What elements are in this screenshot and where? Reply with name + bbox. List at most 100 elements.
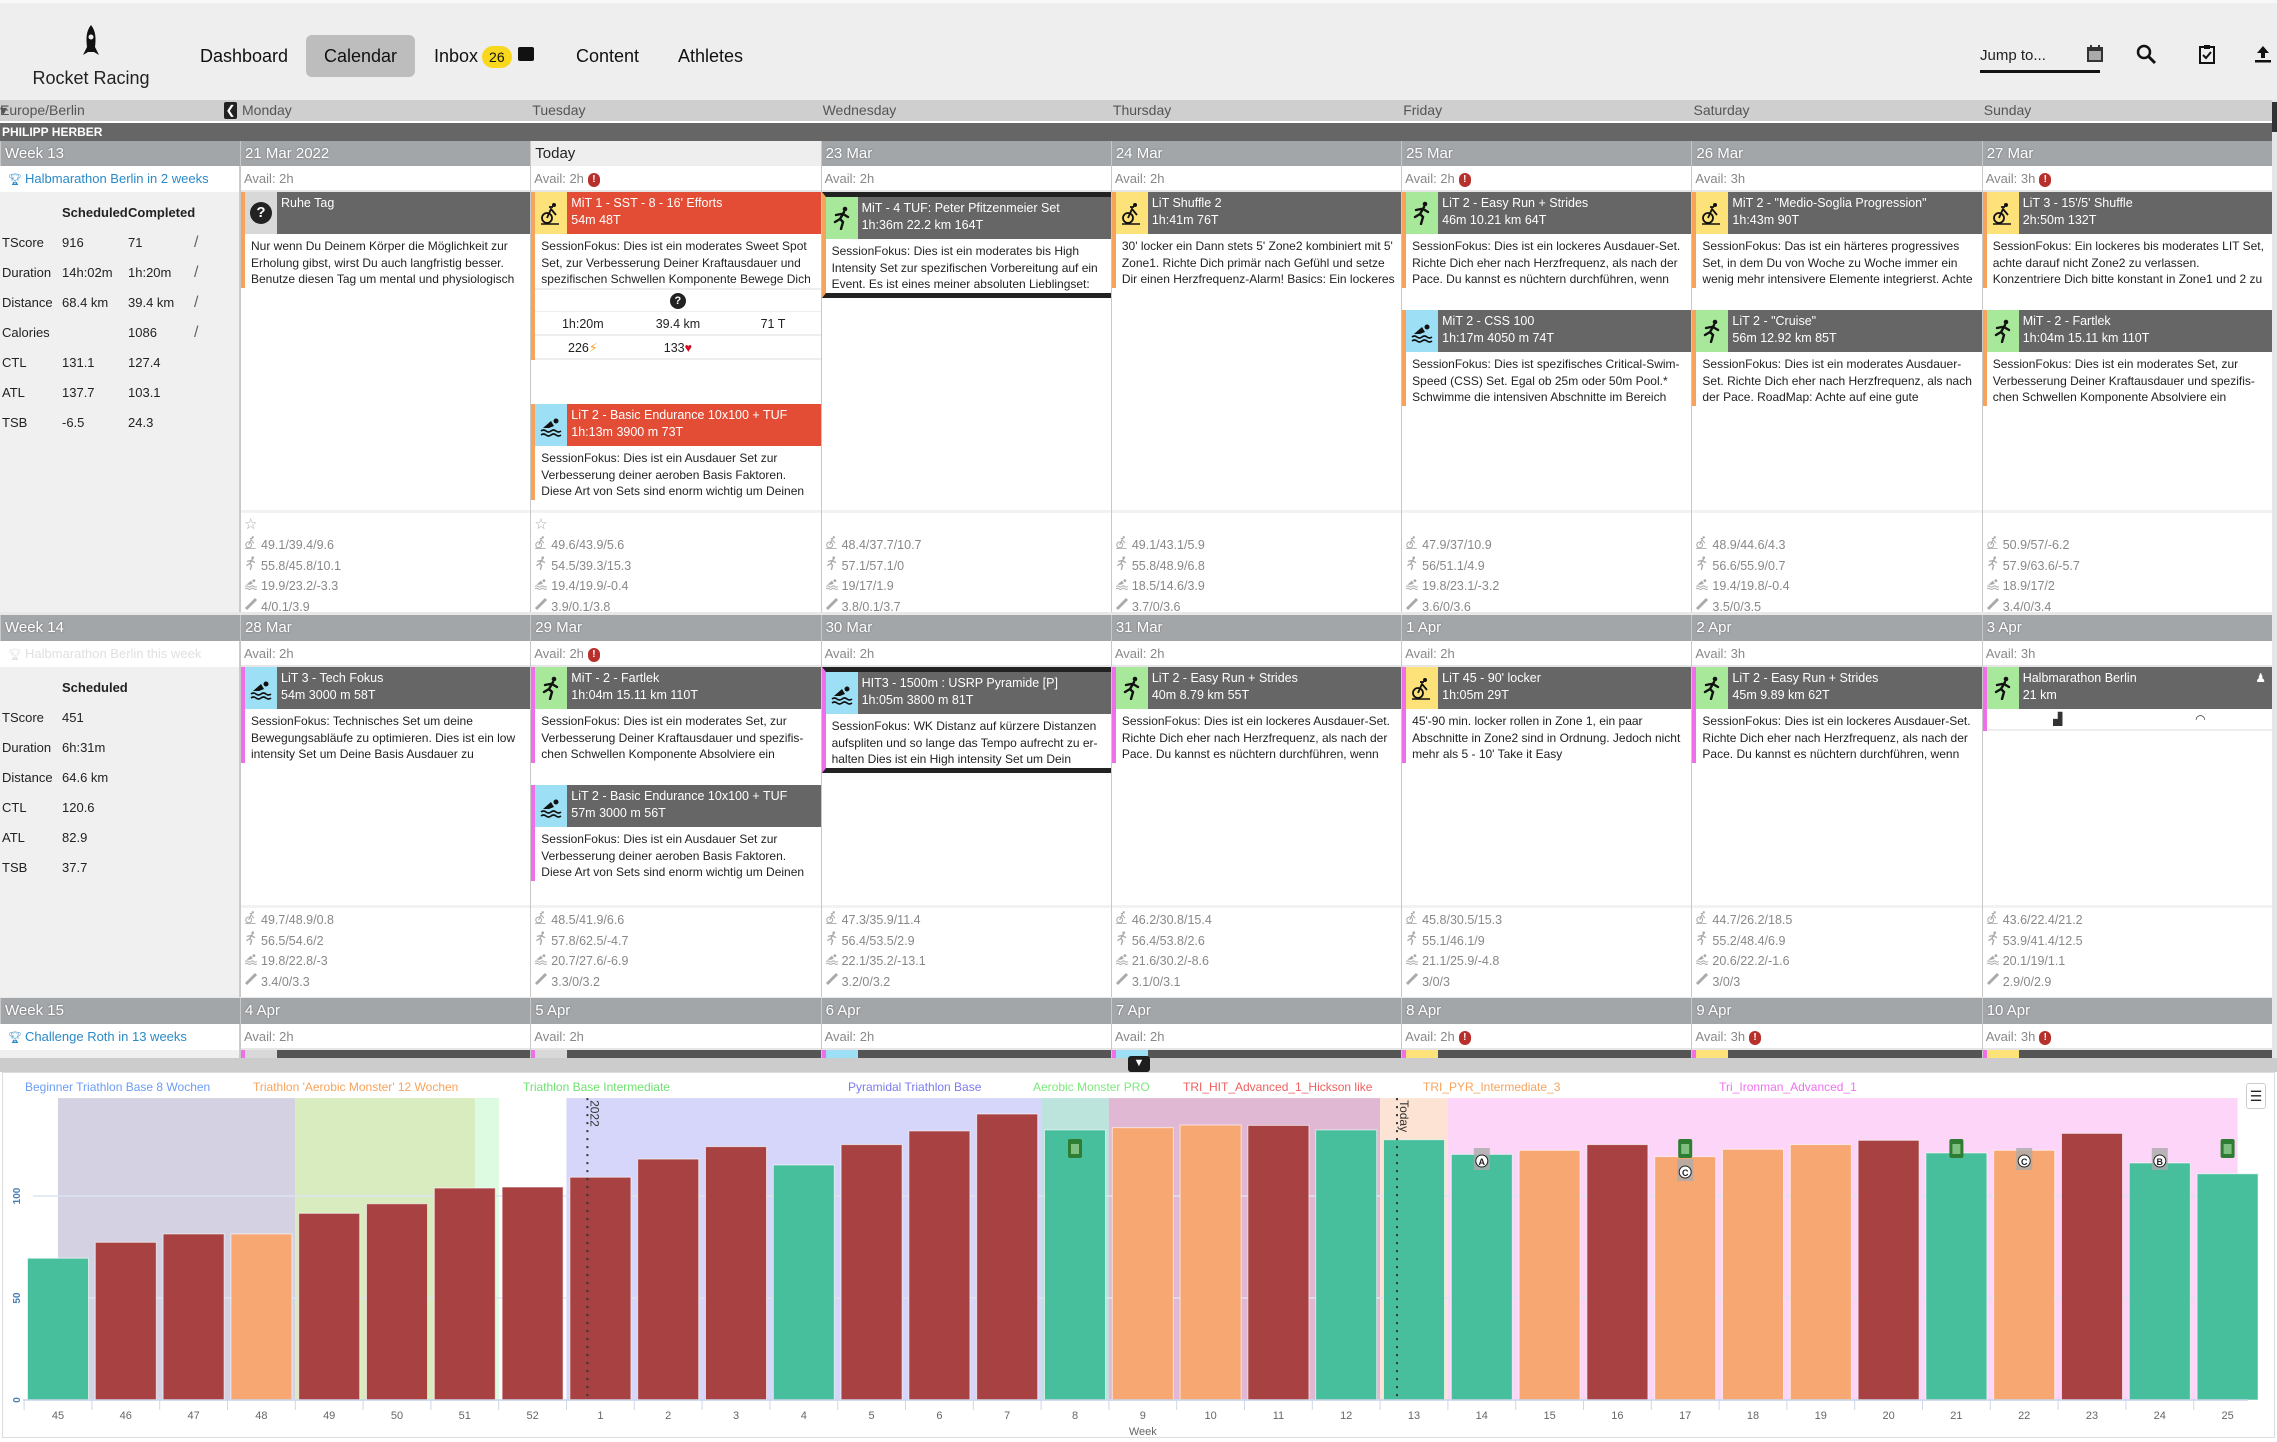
- workout-header[interactable]: MiT 1 - SST - 8 - 16' Efforts 54m 48T: [535, 192, 821, 234]
- workout-title-block[interactable]: LiT 3 - Tech Fokus 54m 3000 m 58T: [277, 667, 531, 709]
- day-cell[interactable]: Avail: 2h LiT 3 - Tech Fokus 54m 3000 m 58…: [240, 641, 531, 997]
- alert-icon[interactable]: !: [1749, 1030, 1762, 1045]
- workout-preview[interactable]: [1111, 1050, 1402, 1058]
- chart-menu-button[interactable]: ☰: [2246, 1083, 2266, 1109]
- workout-card[interactable]: LiT 2 - Basic Endurance 10x100 + TUF 57m …: [531, 785, 821, 881]
- workout-card[interactable]: MiT 2 - "Medio-Soglia Progression" 1h:43m…: [1692, 192, 1982, 288]
- day-date[interactable]: 29 Mar: [530, 615, 821, 641]
- workout-card[interactable]: LiT 45 - 90' locker 1h:05m 29T 45'-90 min.…: [1402, 667, 1692, 763]
- goal-countdown-link[interactable]: 🏆︎ Challenge Roth in 13 weeks: [0, 1024, 239, 1050]
- workout-title-block[interactable]: LiT 2 - Easy Run + Strides 40m 8.79 km 55…: [1147, 667, 1402, 709]
- day-date[interactable]: 6 Apr: [820, 998, 1111, 1024]
- availability[interactable]: Avail: 2h: [821, 1024, 1111, 1050]
- nav-dashboard[interactable]: Dashboard: [182, 35, 306, 77]
- previous-week-button[interactable]: ❮: [224, 102, 237, 119]
- day-date[interactable]: 25 Mar: [1401, 141, 1692, 166]
- availability[interactable]: Avail: 2h: [821, 166, 1111, 192]
- workout-title-block[interactable]: MiT 2 - "Medio-Soglia Progression" 1h:43m…: [1728, 192, 1982, 234]
- workout-card[interactable]: HIT3 - 1500m : USRP Pyramide [P] 1h:05m 3…: [821, 667, 1111, 773]
- workout-header[interactable]: LiT 2 - Easy Run + Strides 45m 9.89 km 62…: [1696, 667, 1982, 709]
- day-cell[interactable]: Avail: 2h: [820, 1024, 1111, 1058]
- availability[interactable]: Avail: 2h!: [531, 166, 821, 192]
- alert-icon[interactable]: !: [2039, 1030, 2052, 1045]
- day-cell[interactable]: Avail: 3h Halbmarathon Berlin 21 km ♟ ▟ ◠ 43.6…: [1981, 641, 2272, 997]
- day-date[interactable]: 21 Mar 2022: [240, 141, 531, 166]
- timezone-select[interactable]: Europe/Berlin ▾: [0, 100, 85, 121]
- question-icon[interactable]: ?: [669, 292, 686, 309]
- day-cell[interactable]: Avail: 2h LiT Shuffle 2 1h:41m 76T 30' lock…: [1110, 166, 1402, 612]
- workout-title-block[interactable]: LiT Shuffle 2 1h:41m 76T: [1147, 192, 1402, 234]
- favorite-star-icon[interactable]: ☆: [244, 516, 258, 533]
- workout-header[interactable]: Halbmarathon Berlin 21 km ♟: [1986, 667, 2272, 709]
- day-date[interactable]: 10 Apr: [1981, 998, 2272, 1024]
- day-cell[interactable]: Avail: 2h LiT 2 - Easy Run + Strides 40m 8…: [1110, 641, 1402, 997]
- day-date[interactable]: Today: [530, 141, 821, 166]
- availability[interactable]: Avail: 3h: [1692, 166, 1982, 192]
- workout-title-block[interactable]: HIT3 - 1500m : USRP Pyramide [P] 1h:05m 3…: [857, 672, 1111, 714]
- day-cell[interactable]: Avail: 2h! MiT 1 - SST - 8 - 16' Efforts 5…: [530, 166, 821, 612]
- day-date[interactable]: 4 Apr: [240, 998, 531, 1024]
- availability[interactable]: Avail: 2h: [1111, 1024, 1402, 1050]
- workout-header[interactable]: MiT - 4 TUF: Peter Pfitzenmeier Set 1h:36…: [825, 197, 1111, 239]
- workout-title-block[interactable]: LiT 2 - Easy Run + Strides 45m 9.89 km 62…: [1728, 667, 1982, 709]
- alert-icon[interactable]: !: [2039, 172, 2052, 187]
- day-date[interactable]: 5 Apr: [530, 998, 821, 1024]
- nav-content[interactable]: Content: [558, 35, 657, 77]
- workout-card[interactable]: LiT 2 - Basic Endurance 10x100 + TUF 1h:1…: [531, 404, 821, 500]
- availability[interactable]: Avail: 3h!: [1982, 166, 2272, 192]
- day-cell[interactable]: Avail: 2h MiT - 4 TUF: Peter Pfitzenmeier…: [820, 166, 1111, 612]
- day-date[interactable]: 8 Apr: [1401, 998, 1692, 1024]
- workout-title-block[interactable]: LiT 2 - Basic Endurance 10x100 + TUF 57m …: [567, 785, 821, 827]
- workout-title-block[interactable]: LiT 45 - 90' locker 1h:05m 29T: [1438, 667, 1692, 709]
- workout-preview[interactable]: [1402, 1050, 1692, 1058]
- workout-card[interactable]: LiT Shuffle 2 1h:41m 76T 30' locker ein Da…: [1111, 192, 1402, 288]
- availability[interactable]: Avail: 3h!: [1692, 1024, 1982, 1050]
- app-logo[interactable]: Rocket Racing: [26, 25, 156, 89]
- workout-header[interactable]: LiT 3 - Tech Fokus 54m 3000 m 58T: [245, 667, 531, 709]
- day-cell[interactable]: Avail: 3h MiT 2 - "Medio-Soglia Progressi…: [1691, 166, 1982, 612]
- workout-header[interactable]: ? Ruhe Tag: [245, 192, 531, 234]
- workout-title-block[interactable]: LiT 2 - Basic Endurance 10x100 + TUF 1h:1…: [567, 404, 821, 446]
- workout-card[interactable]: LiT 3 - 15'/5' Shuffle 2h:50m 132T Session…: [1982, 192, 2272, 288]
- workout-title-block[interactable]: MiT - 2 - Fartlek 1h:04m 15.11 km 110T: [567, 667, 821, 709]
- day-date[interactable]: 2 Apr: [1691, 615, 1982, 641]
- workout-card[interactable]: MiT - 2 - Fartlek 1h:04m 15.11 km 110T Ses…: [1982, 310, 2272, 406]
- workout-preview[interactable]: [241, 1050, 531, 1058]
- availability[interactable]: Avail: 3h!: [1982, 1024, 2272, 1050]
- nav-athletes[interactable]: Athletes: [660, 35, 761, 77]
- availability[interactable]: Avail: 2h: [531, 1024, 821, 1050]
- workout-title-block[interactable]: LiT 3 - 15'/5' Shuffle 2h:50m 132T: [2018, 192, 2272, 234]
- workout-card[interactable]: MiT 1 - SST - 8 - 16' Efforts 54m 48T Sess…: [531, 192, 821, 360]
- day-cell[interactable]: Avail: 2h: [240, 1024, 531, 1058]
- day-cell[interactable]: Avail: 2h HIT3 - 1500m : USRP Pyramide [P…: [820, 641, 1111, 997]
- jump-to-date-input[interactable]: Jump to...: [1980, 47, 2100, 73]
- workout-title-block[interactable]: MiT - 4 TUF: Peter Pfitzenmeier Set 1h:36…: [857, 197, 1111, 239]
- availability[interactable]: Avail: 3h: [1982, 641, 2272, 667]
- alert-icon[interactable]: !: [587, 172, 600, 187]
- workout-preview[interactable]: [531, 1050, 821, 1058]
- alert-icon[interactable]: !: [1458, 1030, 1471, 1045]
- day-date[interactable]: 7 Apr: [1110, 998, 1402, 1024]
- goal-countdown-link[interactable]: 🏆︎ Halbmarathon Berlin this week: [0, 641, 239, 667]
- availability[interactable]: Avail: 2h: [241, 641, 531, 667]
- availability[interactable]: Avail: 2h!: [1402, 166, 1692, 192]
- workout-header[interactable]: MiT - 2 - Fartlek 1h:04m 15.11 km 110T: [535, 667, 821, 709]
- upload-icon[interactable]: [2252, 43, 2274, 65]
- day-cell[interactable]: Avail: 2h! MiT - 2 - Fartlek 1h:04m 15.11 …: [530, 641, 821, 997]
- availability[interactable]: Avail: 2h: [1402, 641, 1692, 667]
- day-cell[interactable]: Avail: 2h! LiT 2 - Easy Run + Strides 46m …: [1401, 166, 1692, 612]
- alert-icon[interactable]: !: [587, 647, 600, 662]
- workout-header[interactable]: LiT 2 - Basic Endurance 10x100 + TUF 1h:1…: [535, 404, 821, 446]
- scrollbar-thumb[interactable]: [2272, 102, 2277, 132]
- day-date[interactable]: 30 Mar: [820, 615, 1111, 641]
- workout-header[interactable]: HIT3 - 1500m : USRP Pyramide [P] 1h:05m 3…: [825, 672, 1111, 714]
- day-date[interactable]: 26 Mar: [1691, 141, 1982, 166]
- workout-header[interactable]: LiT 45 - 90' locker 1h:05m 29T: [1406, 667, 1692, 709]
- availability[interactable]: Avail: 2h: [1111, 166, 1402, 192]
- workout-card[interactable]: LiT 3 - Tech Fokus 54m 3000 m 58T SessionF…: [241, 667, 531, 763]
- workout-preview[interactable]: [821, 1050, 1111, 1058]
- goal-countdown-link[interactable]: 🏆︎ Halbmarathon Berlin in 2 weeks: [0, 166, 239, 192]
- availability[interactable]: Avail: 2h: [821, 641, 1111, 667]
- availability[interactable]: Avail: 2h!: [1402, 1024, 1692, 1050]
- workout-preview[interactable]: [1692, 1050, 1982, 1058]
